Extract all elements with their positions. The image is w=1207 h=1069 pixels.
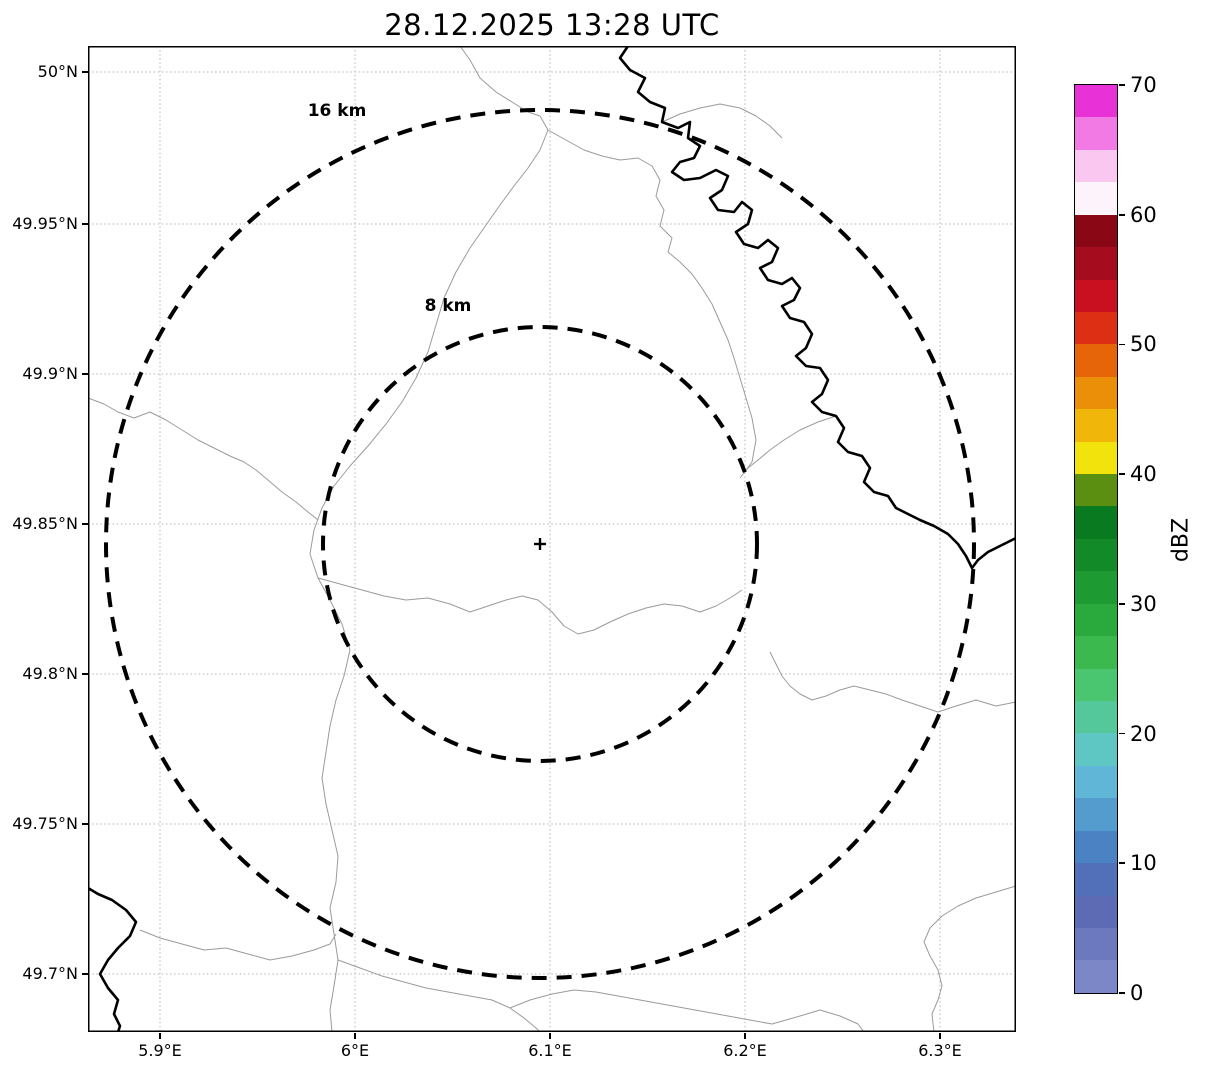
- lon-tick-mark: [939, 1032, 941, 1039]
- admin-boundary-line: [547, 129, 757, 471]
- lat-tick-mark: [82, 973, 88, 975]
- colorbar-tick-mark: [1119, 343, 1125, 346]
- colorbar-tick-label: 50: [1130, 332, 1157, 357]
- colorbar-segment: [1075, 117, 1117, 150]
- country-border-line: [86, 886, 138, 1034]
- range-ring: [321, 325, 759, 763]
- colorbar-tick-label: 30: [1130, 591, 1157, 616]
- country-border-line: [618, 44, 1018, 570]
- plot-title: 28.12.2025 13:28 UTC: [384, 8, 720, 42]
- range-ring-label: 16 km: [308, 101, 367, 121]
- colorbar-tick-mark: [1119, 603, 1125, 605]
- lon-tick-mark: [549, 1032, 551, 1039]
- lon-tick-mark: [744, 1032, 746, 1039]
- colorbar-tick-mark: [1119, 992, 1125, 994]
- colorbar-segment: [1075, 279, 1117, 312]
- colorbar-tick-label: 0: [1130, 981, 1144, 1005]
- lat-tick-mark: [82, 223, 88, 225]
- colorbar-segment: [1075, 474, 1117, 507]
- lat-tick-label: 49.75°N: [12, 814, 78, 833]
- colorbar-segment: [1075, 409, 1117, 442]
- colorbar-tick-label: 70: [1130, 73, 1157, 97]
- admin-boundary-line: [661, 103, 783, 139]
- colorbar-segment: [1075, 538, 1117, 572]
- colorbar-segment: [1075, 863, 1117, 896]
- colorbar-segment: [1075, 733, 1117, 766]
- admin-boundary-line: [923, 885, 1017, 1033]
- colorbar-segment: [1075, 85, 1117, 118]
- lat-tick-mark: [82, 71, 88, 73]
- range-ring-label: 8 km: [425, 296, 472, 316]
- colorbar-segment: [1075, 441, 1117, 475]
- lat-tick-mark: [82, 823, 88, 825]
- admin-boundary-line: [139, 929, 337, 961]
- colorbar-tick-mark: [1119, 473, 1125, 475]
- lat-tick-mark: [82, 523, 88, 525]
- colorbar-segment: [1075, 830, 1117, 864]
- colorbar-label: dBZ: [1168, 517, 1194, 563]
- lon-tick-label: 6°E: [340, 1041, 370, 1060]
- lon-tick-mark: [354, 1032, 356, 1039]
- lat-tick-label: 49.85°N: [12, 514, 78, 533]
- colorbar-segment: [1075, 311, 1117, 345]
- admin-boundary-line: [309, 45, 549, 1033]
- colorbar-tick-mark: [1119, 732, 1125, 735]
- colorbar-segment: [1075, 960, 1117, 993]
- admin-boundary-line: [87, 397, 319, 521]
- colorbar-tick-label: 20: [1130, 721, 1157, 746]
- lat-tick-mark: [82, 373, 88, 375]
- colorbar-segment: [1075, 603, 1117, 637]
- colorbar-segment: [1075, 668, 1117, 702]
- colorbar-segment: [1075, 182, 1117, 215]
- colorbar-tick-mark: [1119, 84, 1125, 86]
- colorbar-tick-label: 60: [1130, 202, 1157, 227]
- colorbar-tick-label: 40: [1130, 462, 1157, 487]
- lat-tick-mark: [82, 673, 88, 675]
- map-plot: 8 km 16 km: [86, 44, 1018, 1034]
- radar-map-canvas: 8 km 16 km: [86, 44, 1018, 1034]
- lon-tick-label: 5.9°E: [138, 1041, 182, 1060]
- colorbar-segment: [1075, 895, 1117, 928]
- lon-tick-mark: [159, 1032, 161, 1039]
- colorbar-segment: [1075, 149, 1117, 183]
- lat-tick-label: 49.8°N: [22, 664, 78, 683]
- colorbar-segment: [1075, 765, 1117, 799]
- colorbar-tick-mark: [1119, 862, 1125, 865]
- colorbar-segment: [1075, 927, 1117, 961]
- colorbar-tick-label: 10: [1130, 851, 1157, 876]
- colorbar-segment: [1075, 636, 1117, 669]
- colorbar-gradient: [1075, 85, 1117, 993]
- admin-boundary-line: [509, 989, 865, 1033]
- lat-tick-label: 49.7°N: [22, 964, 78, 983]
- colorbar-tick-mark: [1119, 213, 1125, 216]
- lat-tick-label: 50°N: [37, 62, 78, 81]
- colorbar-segment: [1075, 376, 1117, 410]
- admin-boundary-line: [337, 959, 541, 1033]
- range-ring: [104, 108, 976, 980]
- colorbar-segment: [1075, 247, 1117, 280]
- colorbar-segment: [1075, 344, 1117, 377]
- lon-tick-label: 6.3°E: [918, 1041, 962, 1060]
- admin-boundary-line: [739, 415, 837, 479]
- colorbar-segment: [1075, 214, 1117, 248]
- admin-boundary-line: [317, 577, 743, 635]
- lat-tick-label: 49.95°N: [12, 214, 78, 233]
- colorbar-segment: [1075, 506, 1117, 539]
- colorbar: [1074, 84, 1118, 994]
- colorbar-segment: [1075, 571, 1117, 604]
- colorbar-segment: [1075, 798, 1117, 831]
- colorbar-segment: [1075, 701, 1117, 734]
- admin-boundary-line: [769, 651, 1017, 713]
- lon-tick-label: 6.2°E: [723, 1041, 767, 1060]
- plot-border: [88, 46, 1016, 1032]
- lat-tick-label: 49.9°N: [22, 364, 78, 383]
- lon-tick-label: 6.1°E: [528, 1041, 572, 1060]
